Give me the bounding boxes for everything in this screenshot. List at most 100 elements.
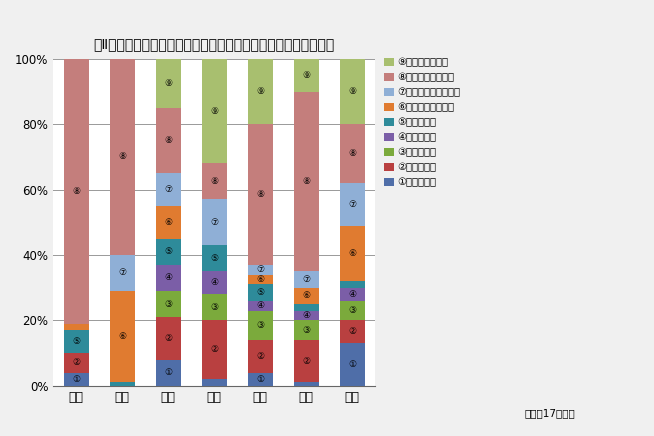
Bar	[156, 317, 181, 360]
Text: ③: ③	[164, 300, 173, 309]
Bar	[201, 271, 227, 294]
Text: ④: ④	[164, 273, 173, 283]
Text: ⑧: ⑧	[72, 187, 80, 196]
Text: ②: ②	[164, 334, 173, 343]
Text: ⑥: ⑥	[349, 249, 356, 258]
Bar	[201, 379, 227, 386]
Bar	[201, 59, 227, 164]
Bar	[201, 294, 227, 320]
Text: ⑨: ⑨	[210, 107, 218, 116]
Text: ①: ①	[164, 368, 173, 377]
Text: ⑧: ⑧	[256, 190, 264, 199]
Bar	[248, 301, 273, 310]
Text: ⑥: ⑥	[256, 275, 264, 284]
Text: ⑧: ⑧	[349, 149, 356, 158]
Bar	[63, 324, 89, 330]
Bar	[110, 255, 135, 291]
Text: ①: ①	[256, 375, 264, 384]
Text: ③: ③	[349, 306, 356, 315]
Bar	[294, 288, 319, 304]
Text: ⑤: ⑤	[164, 247, 173, 256]
Bar	[63, 373, 89, 386]
Text: ①: ①	[349, 360, 356, 369]
Bar	[201, 164, 227, 199]
Bar	[156, 265, 181, 291]
Text: ⑤: ⑤	[256, 288, 264, 297]
Text: ④: ④	[210, 278, 218, 287]
Text: ③: ③	[210, 303, 218, 312]
Text: ⑨: ⑨	[164, 79, 173, 88]
Text: ②: ②	[349, 327, 356, 336]
Text: ⑧: ⑧	[164, 136, 173, 145]
Text: ⑥: ⑥	[164, 218, 173, 227]
Bar	[248, 59, 273, 124]
Bar	[156, 108, 181, 173]
Text: ②: ②	[210, 345, 218, 354]
Bar	[339, 288, 365, 301]
Bar	[248, 284, 273, 301]
Bar	[201, 199, 227, 245]
Text: ⑧: ⑧	[118, 153, 126, 161]
Text: ⑤: ⑤	[72, 337, 80, 346]
Text: ②: ②	[72, 358, 80, 367]
Bar	[294, 310, 319, 320]
Text: ②: ②	[256, 352, 264, 361]
Bar	[339, 320, 365, 343]
Bar	[339, 343, 365, 386]
Bar	[339, 225, 365, 281]
Text: ⑤: ⑤	[210, 254, 218, 263]
Text: ③: ③	[256, 321, 264, 330]
Bar	[248, 275, 273, 284]
Text: ⑦: ⑦	[302, 275, 311, 284]
Bar	[63, 353, 89, 373]
Bar	[248, 340, 273, 373]
Text: ⑨: ⑨	[349, 87, 356, 96]
Text: ④: ④	[256, 301, 264, 310]
Bar	[339, 183, 365, 225]
Text: ②: ②	[302, 357, 311, 366]
Bar	[156, 238, 181, 265]
Bar	[339, 301, 365, 320]
Bar	[248, 310, 273, 340]
Bar	[294, 59, 319, 92]
Text: ⑨: ⑨	[302, 71, 311, 80]
Text: ⑦: ⑦	[210, 218, 218, 227]
Text: ⑥: ⑥	[302, 291, 311, 300]
Text: ⑦: ⑦	[164, 185, 173, 194]
Bar	[294, 304, 319, 310]
Bar	[110, 382, 135, 386]
Text: ④: ④	[349, 290, 356, 299]
Text: ④: ④	[302, 311, 311, 320]
Text: ③: ③	[302, 326, 311, 335]
Text: ⑦: ⑦	[118, 269, 126, 277]
Text: ①: ①	[72, 375, 80, 384]
Text: ⑧: ⑧	[210, 177, 218, 186]
Bar	[248, 265, 273, 275]
Bar	[248, 373, 273, 386]
Bar	[294, 382, 319, 386]
Bar	[156, 59, 181, 108]
Bar	[294, 92, 319, 271]
Bar	[201, 245, 227, 271]
Bar	[110, 59, 135, 255]
Bar	[294, 271, 319, 288]
Text: ⑦: ⑦	[256, 265, 264, 274]
Bar	[156, 360, 181, 386]
Bar	[294, 340, 319, 382]
Bar	[339, 281, 365, 288]
Bar	[201, 320, 227, 379]
Bar	[110, 291, 135, 382]
Text: （平成17年度）: （平成17年度）	[525, 409, 576, 419]
Bar	[339, 124, 365, 183]
Bar	[294, 320, 319, 340]
Text: ⑨: ⑨	[256, 87, 264, 96]
Text: ⑥: ⑥	[118, 332, 126, 341]
Bar	[63, 59, 89, 324]
Bar	[63, 330, 89, 353]
Bar	[156, 291, 181, 317]
Text: ⑦: ⑦	[349, 200, 356, 209]
Text: ⑧: ⑧	[302, 177, 311, 186]
Bar	[339, 59, 365, 124]
Legend: ⑨実施していない, ⑧１２時間を超えて, ⑦８から１２時間まで, ⑥５から８時間まで, ⑤５時間程度, ④４時間程度, ③３時間程度, ②２時間程度, ①１時間: ⑨実施していない, ⑧１２時間を超えて, ⑦８から１２時間まで, ⑥５から８時間…	[384, 58, 460, 187]
Bar	[156, 206, 181, 238]
